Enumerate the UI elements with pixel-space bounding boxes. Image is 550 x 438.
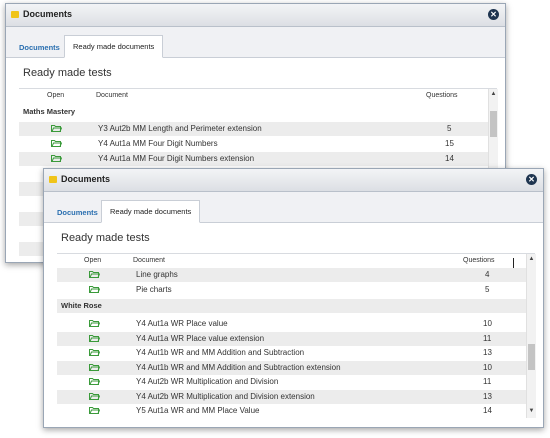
- close-icon[interactable]: ✕: [488, 9, 499, 20]
- window-icon: [49, 176, 57, 183]
- document-name: Y4 Aut2b WR Multiplication and Division …: [136, 392, 315, 401]
- table-row[interactable]: Y4 Aut2b WR Multiplication and Division …: [57, 390, 526, 404]
- text-cursor: [513, 258, 514, 270]
- column-header-open: Open: [47, 92, 65, 99]
- question-count: 11: [483, 334, 492, 343]
- table-header: Open Document Questions: [19, 89, 497, 103]
- table-row[interactable]: Y4 Aut1a WR Place value 10: [57, 317, 526, 331]
- group-header: Maths Mastery: [19, 105, 488, 119]
- folder-open-icon[interactable]: [89, 319, 100, 327]
- scroll-up-arrow-icon[interactable]: ▲: [490, 91, 497, 97]
- column-header-document: Document: [133, 257, 165, 264]
- section-heading: Ready made tests: [61, 232, 150, 244]
- tab-documents[interactable]: Documents: [19, 43, 60, 52]
- document-name: Y4 Aut2b WR Multiplication and Division: [136, 377, 279, 386]
- documents-table: Open Document Questions Line graphs 4 Pi…: [57, 253, 536, 418]
- table-row[interactable]: Y4 Aut1b WR and MM Addition and Subtract…: [57, 346, 526, 360]
- scroll-down-arrow-icon[interactable]: ▼: [528, 408, 535, 414]
- table-header: Open Document Questions: [57, 254, 535, 268]
- folder-open-icon[interactable]: [51, 124, 62, 132]
- folder-open-icon[interactable]: [51, 139, 62, 147]
- table-row[interactable]: Y4 Aut1b WR and MM Addition and Subtract…: [57, 361, 526, 375]
- folder-open-icon[interactable]: [89, 348, 100, 356]
- scrollbar-thumb[interactable]: [528, 344, 535, 370]
- folder-open-icon[interactable]: [89, 334, 100, 342]
- table-row[interactable]: Y4 Aut2b WR Multiplication and Division …: [57, 375, 526, 389]
- column-header-open: Open: [84, 257, 102, 264]
- document-name: Y4 Aut1a MM Four Digit Numbers extension: [98, 154, 255, 163]
- close-icon[interactable]: ✕: [526, 174, 537, 185]
- document-name: Y3 Aut2b MM Length and Perimeter extensi…: [98, 124, 262, 133]
- table-row[interactable]: Line graphs 4: [57, 268, 526, 282]
- question-count: 5: [447, 124, 452, 133]
- group-label: Maths Mastery: [23, 107, 76, 116]
- folder-open-icon[interactable]: [89, 377, 100, 385]
- window-title: Documents: [23, 9, 73, 19]
- tab-ready-made-documents[interactable]: Ready made documents: [101, 200, 201, 223]
- question-count: 13: [483, 392, 492, 401]
- folder-open-icon[interactable]: [89, 392, 100, 400]
- column-header-questions: Questions: [463, 257, 495, 264]
- column-header-document: Document: [96, 92, 128, 99]
- tab-documents[interactable]: Documents: [57, 208, 98, 217]
- scroll-up-arrow-icon[interactable]: ▲: [528, 256, 535, 262]
- table-row[interactable]: Pie charts 5: [57, 283, 526, 297]
- documents-window-back: Documents ✕ Documents Ready made documen…: [5, 3, 506, 263]
- folder-open-icon[interactable]: [89, 406, 100, 414]
- question-count: 15: [445, 139, 454, 148]
- group-label: White Rose: [61, 301, 102, 310]
- document-name: Pie charts: [136, 285, 172, 294]
- question-count: 4: [485, 270, 490, 279]
- folder-open-icon[interactable]: [89, 363, 100, 371]
- document-name: Y4 Aut1a MM Four Digit Numbers: [98, 139, 218, 148]
- document-name: Line graphs: [136, 270, 178, 279]
- title-bar[interactable]: Documents ✕: [6, 4, 505, 27]
- table-row[interactable]: Y4 Aut1a MM Four Digit Numbers 15: [19, 137, 488, 151]
- window-title: Documents: [61, 174, 111, 184]
- document-name: Y5 Aut1a WR and MM Place Value: [136, 406, 260, 415]
- table-row[interactable]: Y4 Aut1a WR Place value extension 11: [57, 332, 526, 346]
- question-count: 14: [483, 406, 492, 415]
- document-name: Y4 Aut1a WR Place value extension: [136, 334, 265, 343]
- title-bar[interactable]: Documents ✕: [44, 169, 543, 192]
- scrollbar[interactable]: ▲ ▼: [526, 254, 536, 418]
- question-count: 11: [483, 377, 492, 386]
- question-count: 10: [483, 319, 492, 328]
- tab-bar: Documents Ready made documents: [44, 192, 543, 223]
- table-row[interactable]: Y5 Aut1a WR and MM Place Value 14: [57, 404, 526, 418]
- section-heading: Ready made tests: [23, 67, 112, 79]
- document-name: Y4 Aut1b WR and MM Addition and Subtract…: [136, 348, 305, 357]
- folder-open-icon[interactable]: [89, 285, 100, 293]
- group-header: White Rose: [57, 299, 526, 313]
- folder-open-icon[interactable]: [51, 154, 62, 162]
- question-count: 5: [485, 285, 490, 294]
- question-count: 10: [483, 363, 492, 372]
- tab-bar: Documents Ready made documents: [6, 27, 505, 58]
- table-row[interactable]: Y3 Aut2b MM Length and Perimeter extensi…: [19, 122, 488, 136]
- column-header-questions: Questions: [426, 92, 458, 99]
- question-count: 14: [445, 154, 454, 163]
- document-name: Y4 Aut1a WR Place value: [136, 319, 228, 328]
- document-name: Y4 Aut1b WR and MM Addition and Subtract…: [136, 363, 341, 372]
- table-row[interactable]: Y4 Aut1a MM Four Digit Numbers extension…: [19, 152, 488, 166]
- tab-ready-made-documents[interactable]: Ready made documents: [64, 35, 164, 58]
- folder-open-icon[interactable]: [89, 270, 100, 278]
- question-count: 13: [483, 348, 492, 357]
- scrollbar-thumb[interactable]: [490, 111, 497, 137]
- documents-window-front: Documents ✕ Documents Ready made documen…: [43, 168, 544, 428]
- window-icon: [11, 11, 19, 18]
